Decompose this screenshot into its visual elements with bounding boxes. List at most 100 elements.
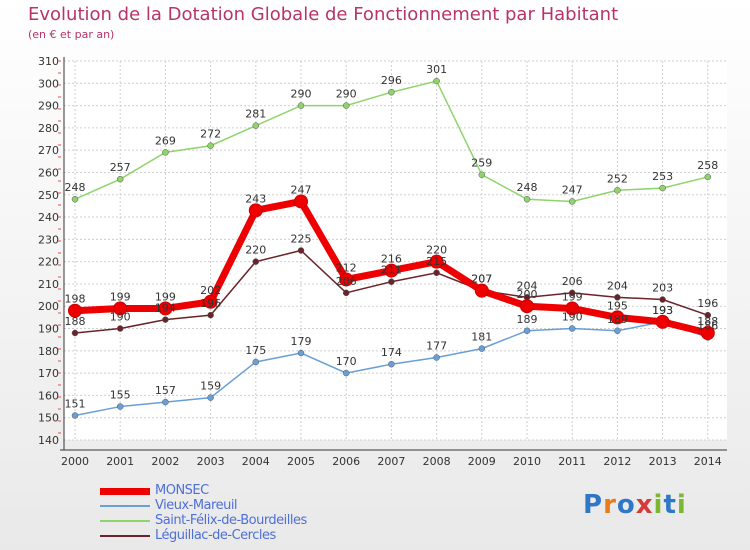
logo-letter: o: [616, 490, 636, 520]
data-point-saint-felix-de-bourdeilles: [388, 88, 395, 96]
data-label-saint-felix-de-bourdeilles: 248: [65, 181, 86, 194]
data-point-leguillac-de-cercles: [433, 269, 440, 277]
data-point-vieux-mareuil: [252, 358, 260, 366]
series-group: [68, 77, 715, 419]
data-label-leguillac-de-cercles: 204: [607, 279, 628, 292]
data-point-leguillac-de-cercles: [342, 289, 350, 297]
data-label-vieux-mareuil: 177: [426, 340, 447, 353]
logo-letter: P: [583, 490, 604, 520]
data-point-saint-felix-de-bourdeilles: [614, 187, 621, 194]
data-point-leguillac-de-cercles: [162, 316, 169, 323]
x-tick-label: 2001: [106, 455, 134, 468]
x-tick-label: 2006: [332, 455, 360, 468]
data-label-saint-felix-de-bourdeilles: 296: [381, 74, 402, 87]
data-point-vieux-mareuil: [116, 403, 124, 410]
data-point-vieux-mareuil: [162, 398, 169, 406]
data-label-saint-felix-de-bourdeilles: 258: [697, 159, 718, 172]
data-label-monsec: 198: [65, 293, 86, 306]
data-point-vieux-mareuil: [568, 325, 576, 332]
data-label-saint-felix-de-bourdeilles: 301: [426, 63, 447, 76]
data-label-monsec: 220: [426, 244, 447, 257]
data-label-leguillac-de-cercles: 204: [517, 279, 538, 292]
logo-letter: x: [635, 490, 654, 520]
data-point-leguillac-de-cercles: [71, 329, 79, 337]
data-point-saint-felix-de-bourdeilles: [704, 173, 712, 181]
legend-swatch: [100, 520, 150, 522]
data-label-monsec: 216: [381, 253, 402, 266]
data-label-monsec: 199: [155, 290, 176, 303]
y-tick-label: 270: [38, 144, 59, 157]
data-label-leguillac-de-cercles: 190: [110, 311, 131, 324]
x-tick-label: 2002: [151, 455, 179, 468]
y-tick-label: 210: [38, 278, 59, 291]
data-label-leguillac-de-cercles: 203: [652, 282, 673, 295]
y-tick-label: 260: [38, 166, 59, 179]
data-point-vieux-mareuil: [478, 345, 486, 352]
y-tick-label: 150: [38, 412, 59, 425]
data-label-saint-felix-de-bourdeilles: 290: [336, 88, 357, 101]
data-point-monsec: [520, 299, 534, 314]
y-tick-label: 280: [38, 122, 59, 135]
legend-label: Léguillac-de-Cercles: [155, 528, 276, 543]
legend-swatch: [100, 488, 150, 495]
data-label-saint-felix-de-bourdeilles: 259: [471, 157, 492, 170]
data-point-saint-felix-de-bourdeilles: [252, 122, 260, 129]
data-label-saint-felix-de-bourdeilles: 247: [562, 183, 583, 196]
data-label-leguillac-de-cercles: 207: [471, 273, 492, 286]
proxiti-logo: Proxiti: [583, 490, 687, 520]
y-tick-label: 220: [38, 256, 59, 269]
y-tick-label: 250: [38, 189, 59, 202]
data-label-vieux-mareuil: 193: [652, 304, 673, 317]
logo-letter: t: [663, 490, 677, 520]
legend-label: Saint-Félix-de-Bourdeilles: [155, 513, 307, 528]
x-tick-label: 2012: [603, 455, 631, 468]
x-tick-label: 2011: [558, 455, 586, 468]
y-tick-label: 290: [38, 100, 59, 113]
x-tick-label: 2000: [61, 455, 89, 468]
data-label-saint-felix-de-bourdeilles: 281: [245, 108, 266, 121]
data-point-vieux-mareuil: [614, 327, 621, 335]
x-tick-label: 2013: [649, 455, 677, 468]
data-point-leguillac-de-cercles: [116, 325, 124, 332]
data-point-leguillac-de-cercles: [568, 289, 576, 297]
data-point-vieux-mareuil: [71, 412, 79, 419]
data-label-vieux-mareuil: 190: [562, 311, 583, 324]
data-label-leguillac-de-cercles: 215: [426, 255, 447, 268]
data-label-saint-felix-de-bourdeilles: 252: [607, 172, 628, 185]
data-label-vieux-mareuil: 170: [336, 355, 357, 368]
data-label-leguillac-de-cercles: 188: [65, 315, 86, 328]
logo-letter: i: [676, 490, 687, 520]
x-tick-label: 2007: [377, 455, 405, 468]
data-label-vieux-mareuil: 179: [291, 335, 312, 348]
data-label-saint-felix-de-bourdeilles: 272: [200, 128, 221, 141]
data-label-monsec: 212: [336, 261, 357, 274]
data-label-monsec: 247: [291, 183, 312, 196]
y-tick-label: 190: [38, 323, 59, 336]
data-point-leguillac-de-cercles: [388, 278, 395, 285]
legend-label: Vieux-Mareuil: [155, 498, 238, 513]
data-label-vieux-mareuil: 189: [607, 313, 628, 326]
data-point-monsec: [700, 325, 715, 340]
data-point-leguillac-de-cercles: [704, 311, 712, 319]
data-label-saint-felix-de-bourdeilles: 248: [517, 181, 538, 194]
chart-title: Evolution de la Dotation Globale de Fonc…: [28, 4, 619, 25]
y-tick-label: 240: [38, 211, 59, 224]
data-point-saint-felix-de-bourdeilles: [523, 195, 531, 203]
data-label-monsec: 193: [652, 304, 673, 317]
data-label-saint-felix-de-bourdeilles: 257: [110, 161, 131, 174]
data-label-vieux-mareuil: 189: [517, 313, 538, 326]
data-point-monsec: [655, 314, 670, 329]
y-tick-label: 300: [38, 77, 59, 90]
data-label-monsec: 202: [200, 284, 221, 297]
data-label-monsec: 195: [607, 299, 628, 312]
plot-area: [64, 61, 727, 440]
data-label-leguillac-de-cercles: 196: [697, 297, 718, 310]
data-point-vieux-mareuil: [388, 360, 395, 368]
data-label-vieux-mareuil: 159: [200, 380, 221, 393]
data-label-saint-felix-de-bourdeilles: 290: [291, 88, 312, 101]
data-point-saint-felix-de-bourdeilles: [659, 184, 666, 192]
x-tick-label: 2003: [197, 455, 225, 468]
data-point-monsec: [248, 203, 263, 218]
legend-swatch: [100, 505, 150, 507]
data-point-saint-felix-de-bourdeilles: [116, 175, 124, 183]
